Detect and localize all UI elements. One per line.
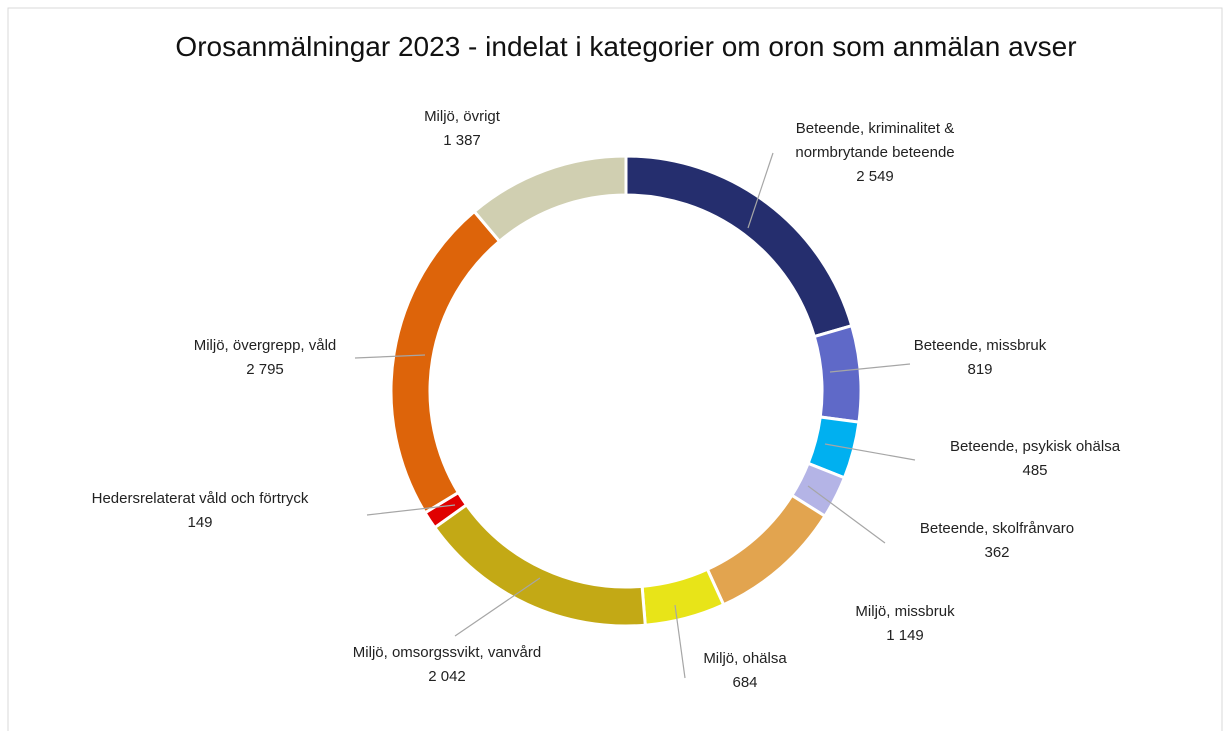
category-label: Beteende, psykisk ohälsa [950,438,1121,455]
leader-line [366,504,456,516]
chart-title: Orosanmälningar 2023 - indelat i kategor… [175,31,1076,62]
donut-segment [472,154,628,244]
category-label: Beteende, skolfrånvaro [920,520,1074,537]
donut-segment [812,323,863,424]
category-label: Beteende, kriminalitet & normbrytande bet… [795,120,954,161]
value-label: 2 042 [428,668,466,685]
leader-line [824,443,916,461]
leader-line [454,577,541,637]
value-label: 684 [732,674,757,691]
category-label: Miljö, övergrepp, våld [194,337,337,354]
category-label: Beteende, missbruk [914,337,1047,354]
category-label: Hedersrelaterat våld och förtryck [92,490,309,507]
leader-line [829,363,911,373]
category-label: Miljö, ohälsa [703,650,787,667]
value-label: 485 [1022,462,1047,479]
value-label: 1 387 [443,132,481,149]
value-label: 149 [187,514,212,531]
category-label: Miljö, övrigt [424,108,501,125]
value-label: 2 549 [856,168,894,185]
leader-line [747,152,774,229]
leader-line [354,354,426,359]
value-label: 2 795 [246,361,284,378]
category-label: Miljö, missbruk [855,603,955,620]
value-label: 1 149 [886,627,924,644]
category-label: Miljö, omsorgssvikt, vanvård [353,644,541,661]
value-label: 362 [984,544,1009,561]
leader-line [674,604,686,679]
leader-line [807,485,886,544]
value-label: 819 [967,361,992,378]
